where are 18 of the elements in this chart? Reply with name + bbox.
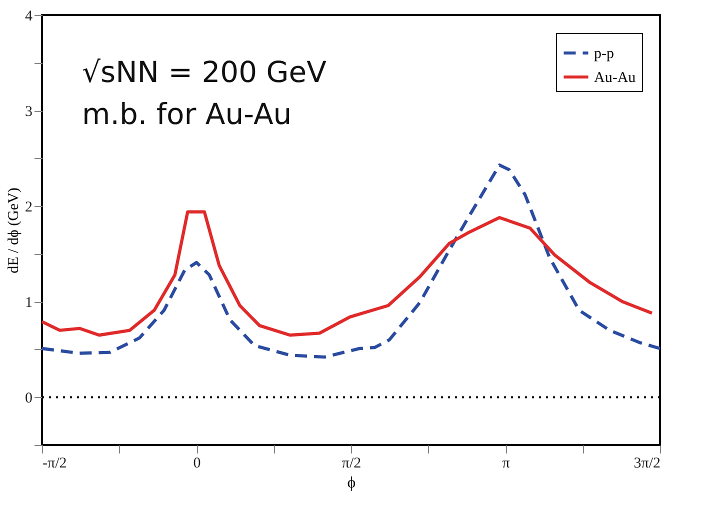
x-tick-label: 3π/2 — [634, 456, 660, 472]
y-tick-label: 4 — [25, 8, 33, 24]
x-tick-label: π — [502, 456, 510, 472]
legend-label: Au-Au — [594, 70, 636, 86]
line-series — [40, 210, 654, 337]
y-tick-label: 0 — [25, 390, 32, 407]
legend-label: p-p — [594, 46, 614, 62]
y-axis-title: dE / dϕ (GeV) — [6, 188, 22, 274]
y-tick-label: 2 — [25, 200, 32, 216]
y-tick-label: 1 — [25, 295, 32, 312]
line-series — [40, 163, 662, 359]
annotation: √sNN = 200 GeV — [82, 55, 327, 89]
x-tick-label: -π/2 — [42, 456, 67, 472]
x-axis-title: ϕ — [347, 474, 356, 492]
x-tick-label: 0 — [193, 456, 201, 472]
annotation: m.b. for Au-Au — [82, 97, 292, 131]
y-tick-label: 3 — [25, 104, 32, 120]
x-tick-label: π/2 — [342, 456, 362, 472]
